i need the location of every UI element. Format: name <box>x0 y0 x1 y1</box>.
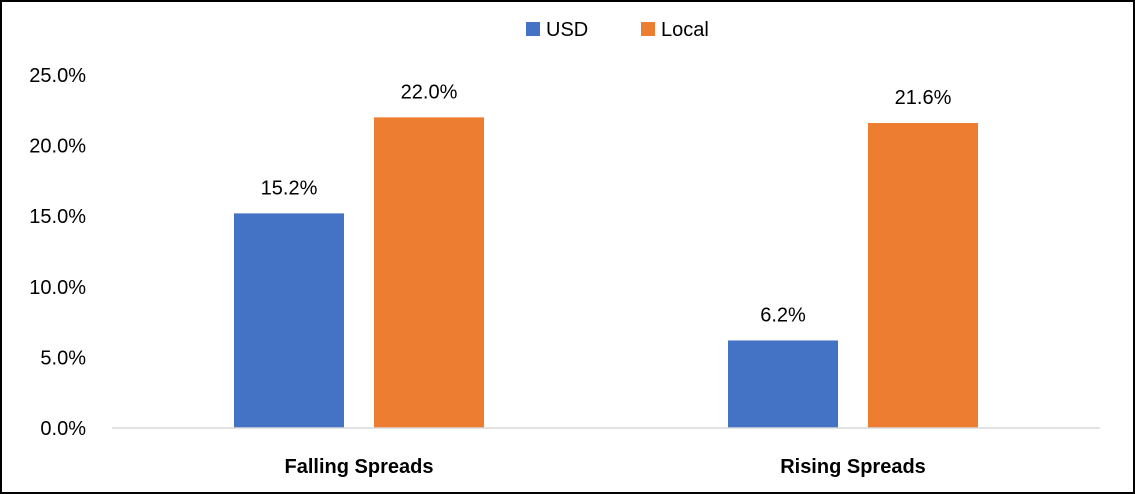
x-axis-categories: Falling Spreads Rising Spreads <box>285 456 926 478</box>
legend-label-local: Local <box>661 19 709 41</box>
x-category-label: Rising Spreads <box>780 456 926 478</box>
y-tick-label: 5.0% <box>40 347 86 369</box>
bar-local-rising <box>868 123 978 429</box>
data-label: 6.2% <box>760 304 806 326</box>
y-tick-label: 20.0% <box>29 136 86 158</box>
y-tick-label: 0.0% <box>40 418 86 440</box>
y-axis: 0.0% 5.0% 10.0% 15.0% 20.0% 25.0% <box>29 65 86 440</box>
legend-swatch-local <box>641 22 655 36</box>
legend-swatch-usd <box>526 22 540 36</box>
x-category-label: Falling Spreads <box>285 456 434 478</box>
y-tick-label: 25.0% <box>29 65 86 87</box>
data-label: 15.2% <box>261 177 318 199</box>
legend-label-usd: USD <box>546 19 588 41</box>
legend: USD Local <box>526 19 709 41</box>
bar-usd-falling <box>234 213 344 428</box>
data-label: 21.6% <box>895 87 952 109</box>
bar-usd-rising <box>728 340 838 428</box>
y-tick-label: 15.0% <box>29 206 86 228</box>
bars: 15.2% 22.0% 6.2% 21.6% <box>234 81 978 429</box>
y-tick-label: 10.0% <box>29 277 86 299</box>
data-label: 22.0% <box>401 81 458 103</box>
bar-local-falling <box>374 117 484 429</box>
